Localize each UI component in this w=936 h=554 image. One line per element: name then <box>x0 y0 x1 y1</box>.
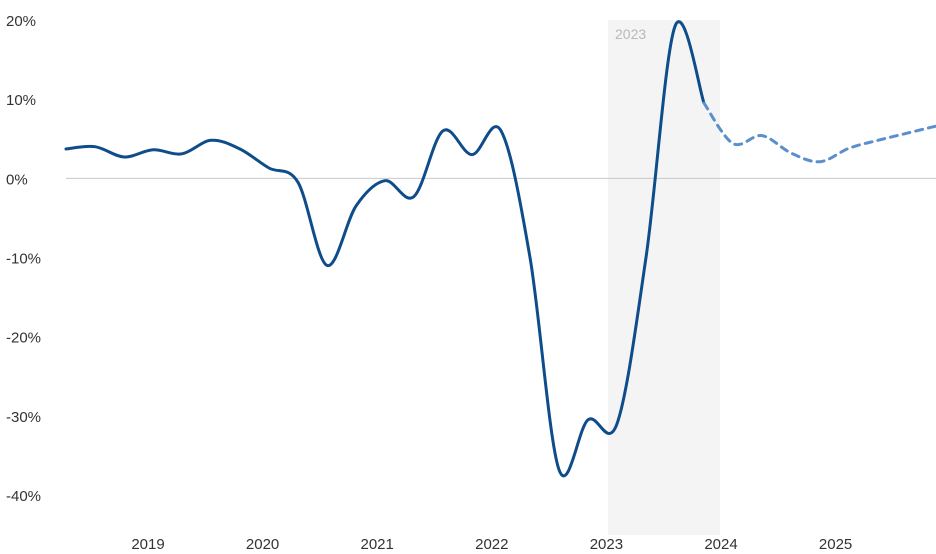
x-tick-label: 2019 <box>131 536 164 553</box>
series-lines <box>64 20 936 478</box>
x-tick-label: 2021 <box>361 536 394 553</box>
highlight-band-label: 2023 <box>615 26 646 42</box>
y-tick-label: -30% <box>6 409 41 426</box>
y-axis: 20% 10% 0% -10% -20% -30% -40% <box>6 13 41 505</box>
y-tick-label: -10% <box>6 251 41 268</box>
x-tick-label: 2020 <box>246 536 279 553</box>
y-tick-label: -20% <box>6 330 41 347</box>
x-tick-label: 2025 <box>819 536 852 553</box>
x-axis: 2019 2020 2021 2022 2023 2024 2025 <box>131 536 852 553</box>
y-tick-label: 0% <box>6 171 28 188</box>
x-tick-label: 2024 <box>704 536 737 553</box>
forecast-line <box>702 101 936 164</box>
x-tick-label: 2022 <box>475 536 508 553</box>
y-tick-label: -40% <box>6 488 41 505</box>
y-tick-label: 20% <box>6 13 36 30</box>
x-tick-label: 2023 <box>590 536 623 553</box>
y-tick-label: 10% <box>6 92 36 109</box>
actual-line <box>64 20 706 478</box>
